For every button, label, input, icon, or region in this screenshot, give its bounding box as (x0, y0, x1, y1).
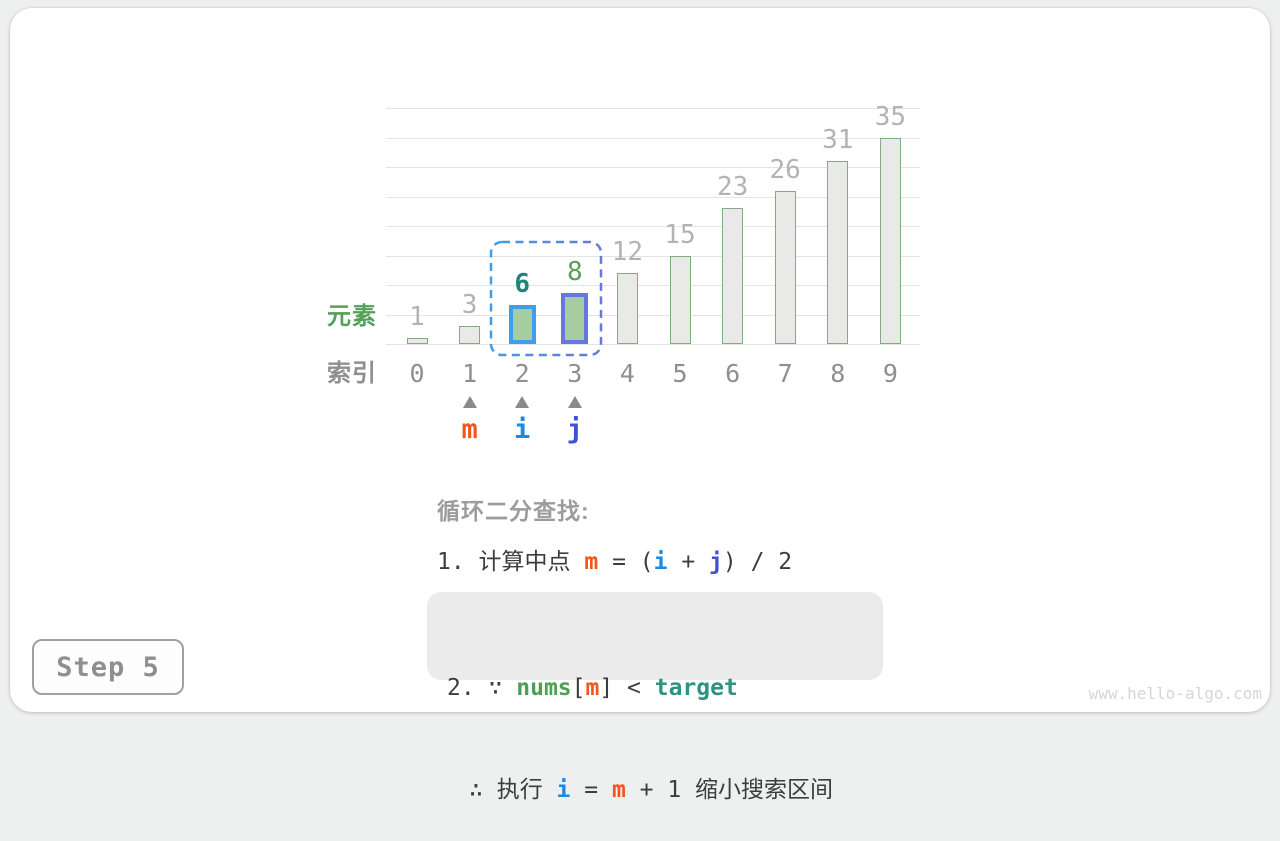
caption-step2-box: 2. ∵ nums[m] < target ∴ 执行 i = m + 1 缩小搜… (427, 592, 883, 803)
index-label-3: 3 (567, 359, 583, 388)
segment-target: target (654, 675, 738, 701)
segment-dark: + (667, 549, 710, 575)
bar-index-2 (508, 304, 536, 344)
segment-dark: ) / 2 (722, 549, 793, 575)
value-label-3: 3 (461, 290, 478, 321)
element-axis-label: 元素 (327, 303, 377, 330)
segment-nums: nums (516, 675, 572, 701)
gridline (386, 167, 920, 168)
caret-up-icon-i (515, 396, 530, 408)
value-label-6: 6 (514, 268, 531, 299)
caption-title: 循环二分查找: (437, 498, 590, 524)
watermark: www.hello-algo.com (1088, 684, 1262, 703)
pointer-label-j: j (566, 414, 583, 445)
bar-index-6 (722, 208, 744, 344)
index-label-0: 0 (409, 359, 425, 388)
step-badge-label: Step 5 (56, 651, 160, 683)
gridline (386, 196, 920, 198)
segment-dark: + 1 缩小搜索区间 (625, 777, 834, 803)
gridline (386, 344, 920, 345)
caption-step2-line1: 2. ∵ nums[m] < target (447, 671, 883, 705)
bar-index-4 (616, 273, 638, 344)
index-label-9: 9 (882, 359, 898, 388)
value-label-26: 26 (769, 154, 801, 185)
pointer-label-m: m (461, 414, 478, 445)
index-label-2: 2 (514, 359, 530, 388)
bar-index-8 (827, 161, 849, 344)
caption-step2-line2: ∴ 执行 i = m + 1 缩小搜索区间 (447, 773, 883, 807)
value-label-15: 15 (664, 219, 696, 250)
value-label-35: 35 (874, 101, 907, 132)
segment-m: m (585, 675, 600, 701)
bar-index-1 (459, 326, 481, 344)
segment-dark: = ( (598, 549, 654, 575)
segment-dark: 1. 计算中点 (437, 549, 585, 575)
value-label-23: 23 (716, 172, 749, 203)
bar-index-0 (406, 338, 428, 344)
value-label-1: 1 (409, 302, 425, 333)
gridline (386, 314, 920, 316)
caption-step1: 1. 计算中点 m = (i + j) / 2 (437, 547, 792, 577)
gridline (386, 226, 920, 227)
segment-dark: = (570, 777, 612, 803)
segment-m: m (584, 549, 599, 575)
segment-j: j (709, 549, 723, 575)
segment-m: m (611, 777, 626, 803)
value-label-12: 12 (611, 237, 644, 268)
segment-i: i (653, 549, 668, 575)
gridline (386, 137, 920, 139)
bar-index-3 (561, 292, 589, 344)
bar-index-5 (669, 255, 691, 344)
index-label-7: 7 (777, 359, 793, 388)
gridline (386, 285, 920, 286)
value-label-31: 31 (822, 125, 854, 156)
value-label-8: 8 (566, 256, 583, 287)
caret-up-icon-j (567, 396, 582, 408)
index-label-5: 5 (672, 359, 688, 388)
index-label-6: 6 (725, 359, 741, 388)
gridline (386, 255, 920, 257)
search-range-dashed-box (489, 240, 603, 357)
bar-index-9 (879, 137, 901, 344)
index-label-1: 1 (462, 359, 478, 388)
gridline (386, 108, 920, 109)
index-axis-label: 索引 (327, 360, 377, 387)
index-label-4: 4 (619, 359, 635, 388)
segment-dark: ∴ 执行 (469, 777, 557, 803)
segment-dark: [ (571, 675, 586, 701)
bar-index-7 (774, 190, 796, 344)
pointer-label-i: i (514, 414, 531, 445)
index-label-8: 8 (830, 359, 846, 388)
step-badge: Step 5 (32, 639, 184, 695)
caret-up-icon-m (462, 396, 477, 408)
segment-i: i (556, 777, 571, 803)
segment-dark: ] < (599, 675, 655, 701)
segment-dark: 2. ∵ (447, 675, 517, 701)
